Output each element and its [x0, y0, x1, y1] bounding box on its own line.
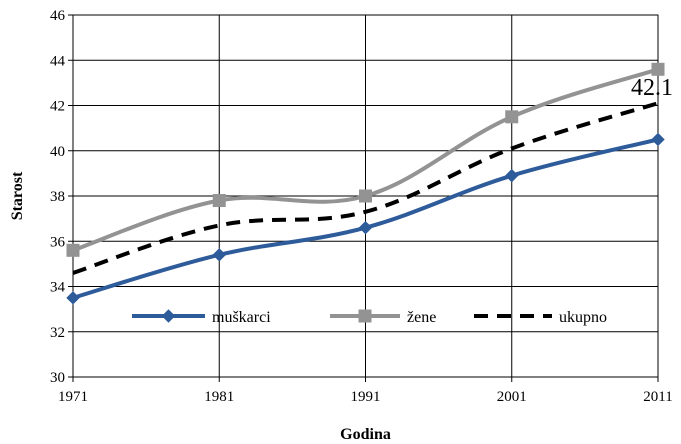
legend: muškarci žene ukupno	[132, 309, 607, 326]
y-axis-title: Starost	[9, 171, 26, 220]
series-1-point	[651, 132, 665, 147]
series-1-point	[212, 248, 226, 262]
x-tick-label: 1981	[204, 389, 234, 405]
labels: 30 32 34 36 38 40 42 44 46 1971 1981 1991 2001 2011 Go…	[9, 8, 673, 443]
y-tick-label: 32	[50, 325, 65, 341]
series-2-point	[359, 189, 372, 203]
series-1-point	[66, 291, 80, 305]
series-3-line	[72, 101, 659, 275]
legend-item-1-marker	[161, 309, 176, 323]
y-tick-label: 44	[50, 53, 66, 69]
axes	[68, 14, 659, 382]
y-tick-label: 46	[50, 8, 66, 24]
legend-item-2-marker	[358, 309, 372, 323]
series-2-point	[212, 194, 226, 208]
x-tick-label: 1991	[351, 389, 381, 405]
legend-item-2-label: žene	[407, 309, 436, 326]
x-tick-label: 1971	[58, 389, 88, 405]
series-1-point	[358, 220, 373, 235]
series-1-point	[505, 168, 519, 183]
legend-item-1-label: muškarci	[212, 309, 271, 326]
x-tick-label: 2011	[643, 389, 672, 405]
y-tick-label: 36	[50, 234, 66, 250]
legend-item-3-label: ukupno	[559, 309, 607, 326]
y-tick-label: 42	[50, 99, 65, 115]
series-layer	[66, 62, 665, 305]
y-tick-label: 38	[50, 189, 65, 205]
series-2-point	[505, 110, 519, 124]
y-tick-label: 30	[50, 370, 65, 386]
plot-frame	[72, 14, 659, 378]
x-axis-title: Godina	[340, 426, 391, 443]
series-2-point	[651, 62, 665, 76]
y-tick-label: 40	[50, 144, 65, 160]
y-tick-label: 34	[50, 280, 66, 296]
annotation-label: 42.1	[631, 75, 673, 101]
series-2-point	[66, 243, 80, 257]
x-tick-label: 2001	[497, 389, 527, 405]
